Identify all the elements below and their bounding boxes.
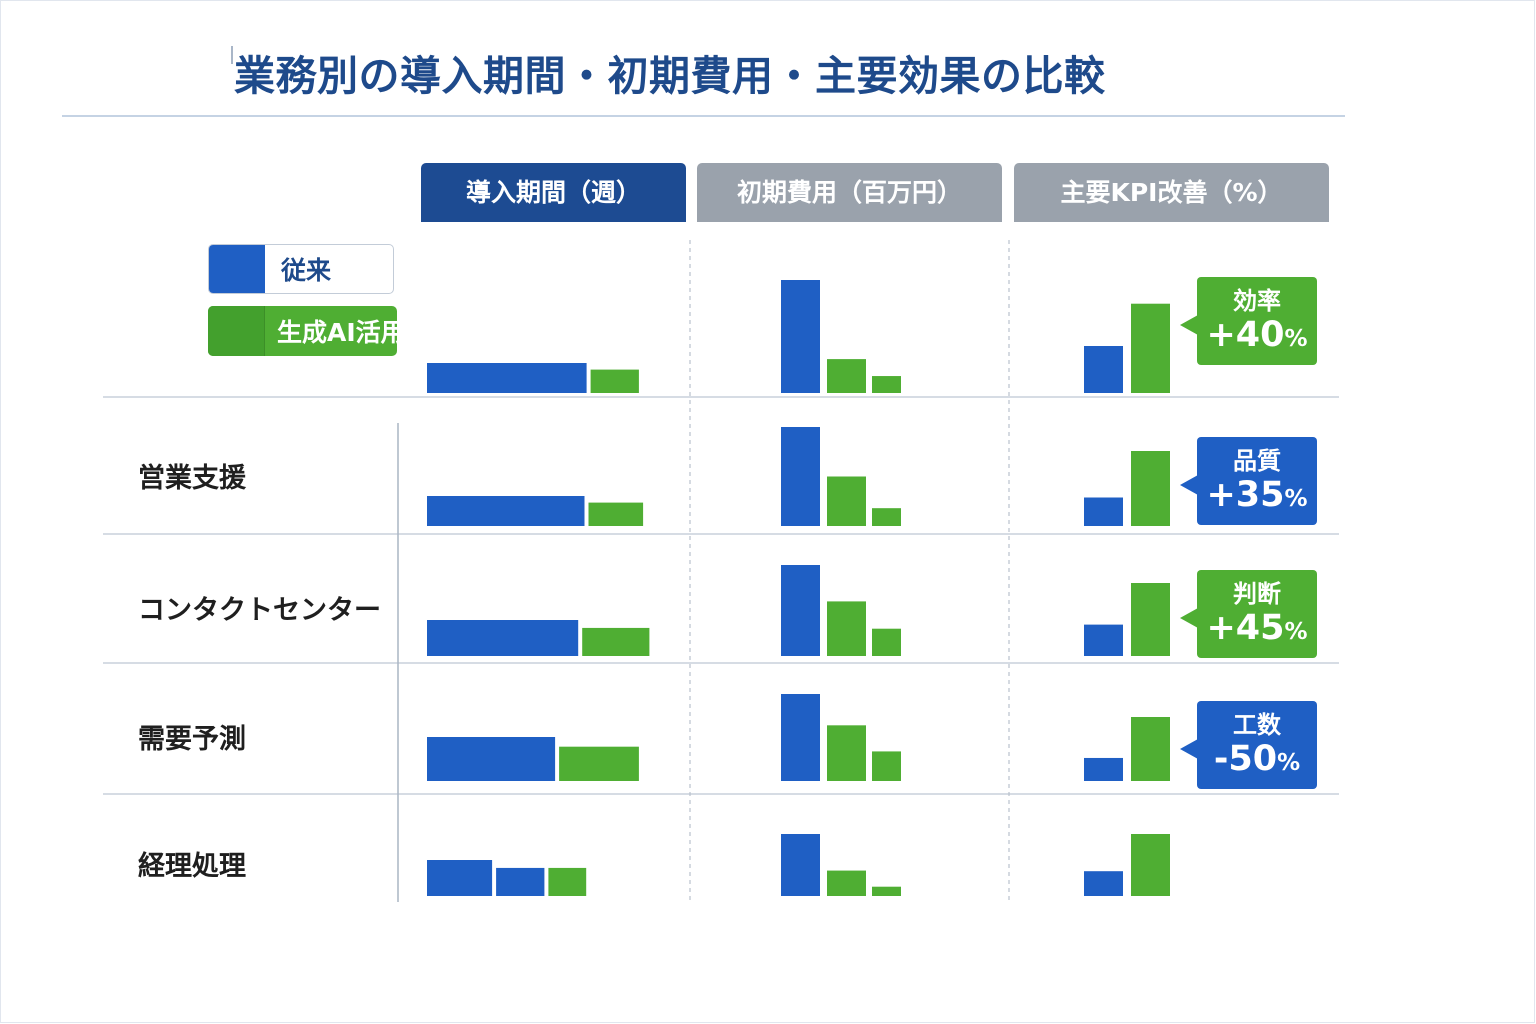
kpi-callout-value: +45% — [1197, 608, 1317, 652]
kpi-bar — [1131, 303, 1170, 393]
legend-label-traditional: 従来 — [281, 256, 332, 285]
kpi-callout-unit: % — [1284, 619, 1308, 645]
legend-swatch-traditional — [209, 245, 265, 293]
period-bar — [559, 746, 639, 781]
chart-title: 業務別の導入期間・初期費用・主要効果の比較 — [234, 52, 1106, 100]
kpi-callout-label: 品質 — [1233, 447, 1281, 475]
kpi-callout-value: +35% — [1197, 475, 1317, 519]
kpi-bar — [1131, 451, 1170, 526]
kpi-bar — [1084, 757, 1123, 781]
kpi-callout-value: -50% — [1197, 739, 1317, 783]
cost-bar — [872, 751, 901, 781]
kpi-bar — [1084, 497, 1123, 526]
cost-bar — [872, 508, 901, 526]
cost-bar — [872, 886, 901, 896]
kpi-callout-number: +40 — [1206, 315, 1285, 355]
kpi-callout: 判断 +45% — [1180, 570, 1317, 658]
kpi-bar — [1131, 583, 1170, 656]
kpi-callout: 工数 -50% — [1180, 701, 1317, 789]
column-header-period: 導入期間（週） — [421, 163, 686, 222]
legend-item-ai: 生成AI活用 — [208, 306, 397, 356]
cost-bar — [827, 870, 866, 896]
title-accent-mark — [231, 46, 233, 64]
kpi-bar — [1084, 871, 1123, 896]
cost-bar — [781, 834, 820, 896]
cost-bar — [872, 628, 901, 656]
period-bar — [588, 502, 644, 526]
legend-swatch-ai — [208, 306, 265, 356]
kpi-callout-number: +35 — [1206, 475, 1285, 515]
cost-bar — [827, 476, 866, 526]
row-label-sales: 営業支援 — [138, 463, 246, 494]
cost-bar — [827, 359, 866, 393]
period-bar — [548, 867, 587, 896]
cost-bar — [872, 376, 901, 393]
column-header-kpi: 主要KPI改善（%） — [1014, 163, 1329, 222]
row-label-contact-center: コンタクトセンター — [138, 595, 381, 626]
cost-bar — [781, 694, 820, 781]
cost-bar — [781, 280, 820, 393]
kpi-callout-label: 判断 — [1233, 580, 1281, 608]
kpi-bar — [1084, 346, 1123, 393]
cost-bar — [827, 601, 866, 656]
kpi-bar — [1131, 717, 1170, 781]
kpi-callout-label: 工数 — [1233, 711, 1281, 739]
period-bar — [427, 363, 587, 393]
kpi-callout-unit: % — [1284, 326, 1308, 352]
kpi-bar — [1131, 834, 1170, 896]
cost-bar — [827, 725, 866, 781]
cost-bar — [781, 427, 820, 526]
period-bar — [427, 496, 585, 526]
legend-label-ai: 生成AI活用 — [277, 318, 397, 347]
kpi-callout-number: -50 — [1213, 739, 1278, 779]
cost-bar — [781, 565, 820, 656]
kpi-callout-unit: % — [1284, 486, 1308, 512]
period-bar — [427, 860, 493, 896]
kpi-callout-number: +45 — [1206, 608, 1285, 648]
kpi-callout-label: 効率 — [1233, 287, 1281, 315]
kpi-callout-unit: % — [1277, 750, 1301, 776]
title-divider — [62, 115, 1345, 117]
kpi-callout: 品質 +35% — [1180, 437, 1317, 525]
period-bar — [582, 627, 650, 656]
column-header-cost: 初期費用（百万円） — [697, 163, 1002, 222]
period-bar — [590, 369, 639, 393]
row-label-demand-forecast: 需要予測 — [138, 724, 246, 755]
kpi-callout-value: +40% — [1197, 315, 1317, 359]
kpi-callout: 効率 +40% — [1180, 277, 1317, 365]
period-bar — [427, 620, 579, 656]
period-bar — [496, 867, 545, 896]
kpi-bar — [1084, 624, 1123, 656]
row-label-accounting: 経理処理 — [138, 851, 246, 882]
legend-item-traditional: 従来 — [208, 244, 394, 294]
period-bar — [427, 737, 556, 781]
